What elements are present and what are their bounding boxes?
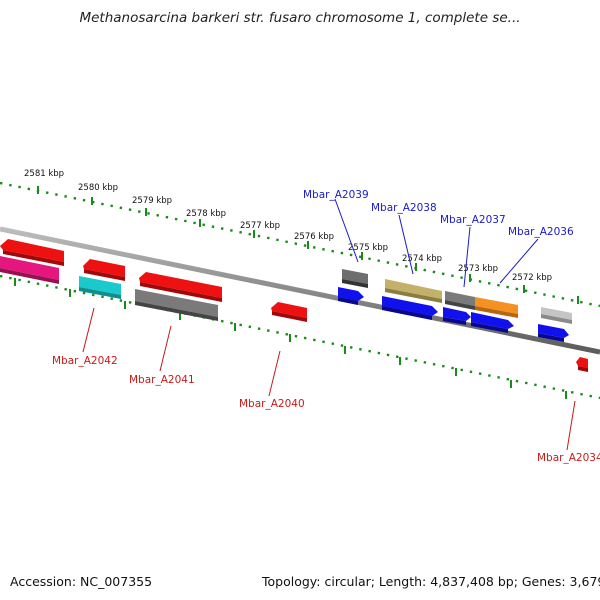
- gene-feature[interactable]: [83, 259, 125, 277]
- gene-feature[interactable]: [135, 289, 218, 317]
- gene-label-mbar-a2040[interactable]: Mbar_A2040: [239, 398, 305, 410]
- gene-feature[interactable]: [271, 302, 307, 318]
- gene-label-mbar-a2041[interactable]: Mbar_A2041: [129, 374, 195, 386]
- gene-feature[interactable]: [79, 276, 121, 295]
- kbp-label: 2572 kbp: [512, 273, 552, 283]
- upper-feature-track: [0, 239, 572, 324]
- inner-major-ticks: [14, 278, 567, 399]
- kbp-label: 2576 kbp: [294, 232, 334, 242]
- kbp-label: 2579 kbp: [132, 196, 172, 206]
- outer-major-ticks: [37, 186, 579, 304]
- gene-feature[interactable]: [443, 307, 471, 321]
- gene-feature[interactable]: [338, 287, 364, 301]
- gene-feature[interactable]: [0, 239, 64, 262]
- gene-label-mbar-a2039[interactable]: Mbar_A2039: [303, 189, 369, 201]
- gene-label-mbar-a2042[interactable]: Mbar_A2042: [52, 355, 118, 367]
- kbp-label: 2581 kbp: [24, 169, 64, 179]
- kbp-label: 2573 kbp: [458, 264, 498, 274]
- inner-tick-track: [0, 274, 600, 400]
- gene-label-mbar-a2037[interactable]: Mbar_A2037: [440, 214, 506, 226]
- topology-summary: Topology: circular; Length: 4,837,408 bp…: [262, 574, 600, 589]
- gene-label-mbar-a2038[interactable]: Mbar_A2038: [371, 202, 437, 214]
- gene-feature[interactable]: [139, 272, 222, 298]
- callout-lines: [82, 198, 576, 451]
- kbp-label: 2580 kbp: [78, 183, 118, 193]
- gene-feature[interactable]: [576, 357, 588, 368]
- gene-feature[interactable]: [385, 279, 442, 299]
- kbp-label: 2575 kbp: [348, 243, 388, 253]
- gene-feature[interactable]: [475, 297, 518, 314]
- gene-label-mbar-a2034[interactable]: Mbar_A2034: [537, 452, 600, 464]
- chromosome-backbone: [0, 226, 600, 355]
- kbp-label: 2577 kbp: [240, 221, 280, 231]
- gene-feature[interactable]: [541, 307, 572, 320]
- kbp-label: 2578 kbp: [186, 209, 226, 219]
- map-title: Methanosarcina barkeri str. fusaro chrom…: [79, 10, 521, 26]
- gene-feature[interactable]: [0, 256, 59, 280]
- lower-feature-track: [338, 287, 588, 372]
- accession-text: Accession: NC_007355: [10, 574, 153, 589]
- gene-feature[interactable]: [538, 324, 569, 338]
- gene-feature[interactable]: [382, 296, 438, 316]
- gene-label-mbar-a2036[interactable]: Mbar_A2036: [508, 226, 574, 238]
- kbp-label: 2574 kbp: [402, 254, 442, 264]
- gene-feature[interactable]: [471, 312, 514, 329]
- gene-feature[interactable]: [445, 291, 475, 306]
